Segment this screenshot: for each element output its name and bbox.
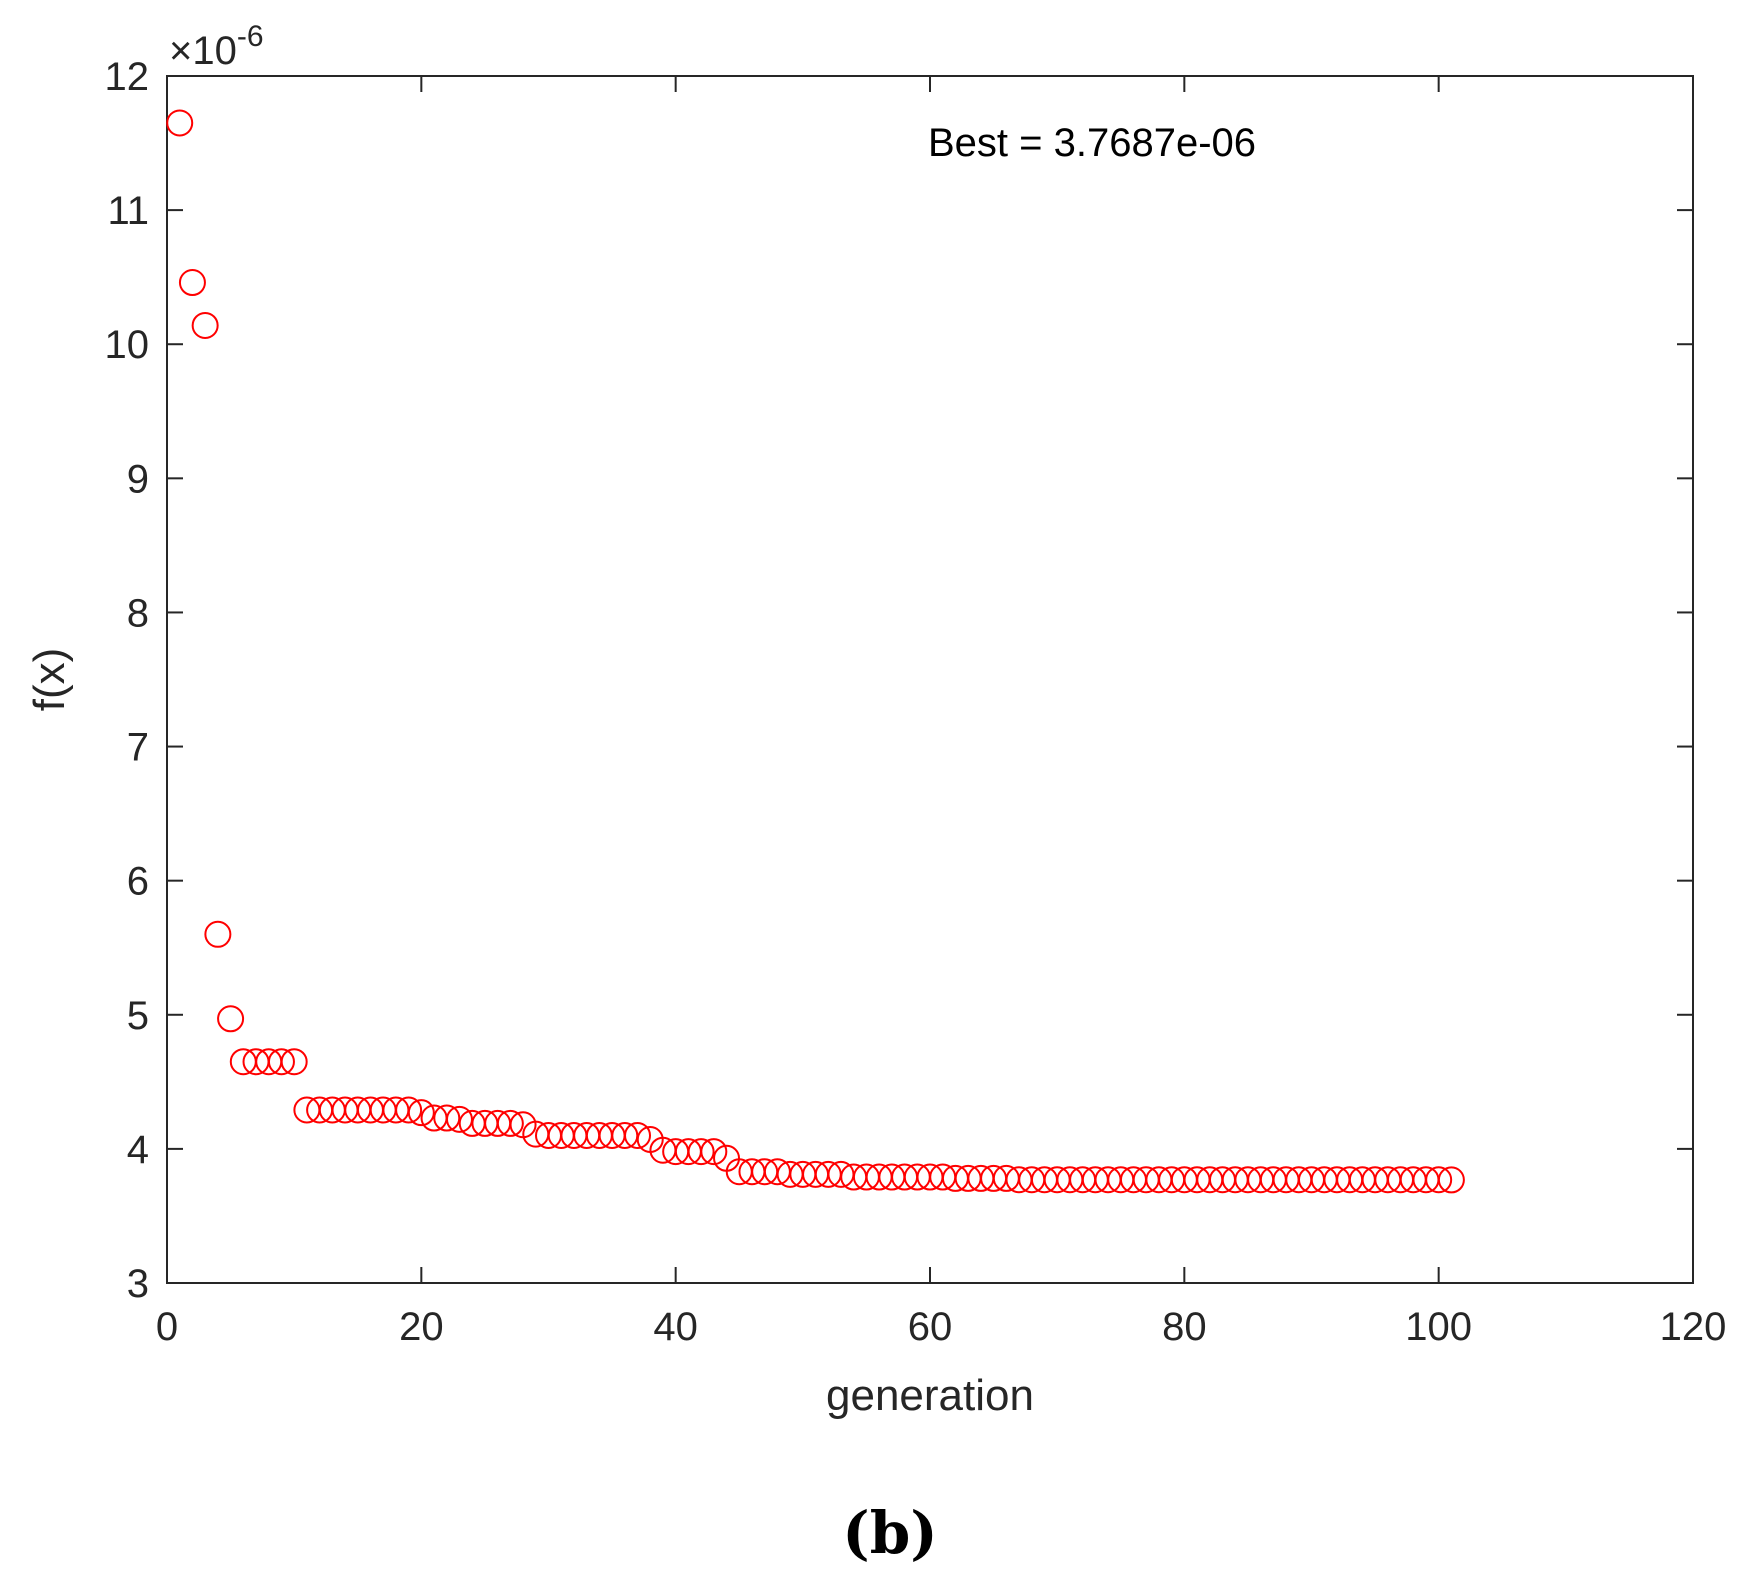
x-tick-label: 0 [156,1305,178,1349]
x-tick-label: 40 [653,1305,698,1349]
data-point [178,269,206,297]
x-tick-label: 20 [399,1305,444,1349]
plot-box [166,75,1694,1284]
y-tick-label: 3 [127,1262,149,1306]
plot-frame [166,75,1694,1284]
y-axis-title: f(x) [25,648,74,712]
x-tick-label: 60 [908,1305,953,1349]
x-tick-label: 80 [1162,1305,1207,1349]
data-point [191,311,219,339]
panel-label: (b) [842,1499,937,1567]
best-annotation: Best = 3.7687e-06 [928,121,1256,165]
y-tick-label: 5 [127,994,149,1038]
data-point [496,1109,524,1137]
y-tick-label: 9 [127,457,149,501]
y-tick-label: 12 [105,55,150,99]
data-point [280,1048,308,1076]
data-point [445,1105,473,1133]
data-point [1425,1166,1453,1194]
data-point [267,1048,295,1076]
y-exponent-label: ×10-6 [169,20,264,73]
data-point [204,920,232,948]
x-tick-label: 100 [1405,1305,1472,1349]
data-point [1437,1166,1465,1194]
data-point [433,1104,461,1132]
y-tick-label: 7 [127,726,149,770]
data-markers [166,109,1465,1194]
data-point [407,1099,435,1127]
x-axis-ticks: 0 20 40 60 80 100 120 [156,76,1727,1349]
y-tick-label: 11 [107,189,149,233]
x-axis-title: generation [826,1371,1034,1420]
data-point [166,109,194,137]
y-tick-label: 8 [127,591,149,635]
data-point [217,1005,245,1033]
y-tick-label: 4 [127,1128,149,1172]
y-tick-label: 10 [105,323,150,367]
data-point [700,1138,728,1166]
data-point [611,1121,639,1149]
y-tick-label: 6 [127,860,149,904]
data-point [687,1138,715,1166]
data-point [624,1121,652,1149]
x-tick-label: 120 [1660,1305,1727,1349]
y-axis-ticks: 3 4 5 6 7 8 9 10 11 12 [105,55,1693,1306]
data-point [395,1096,423,1124]
